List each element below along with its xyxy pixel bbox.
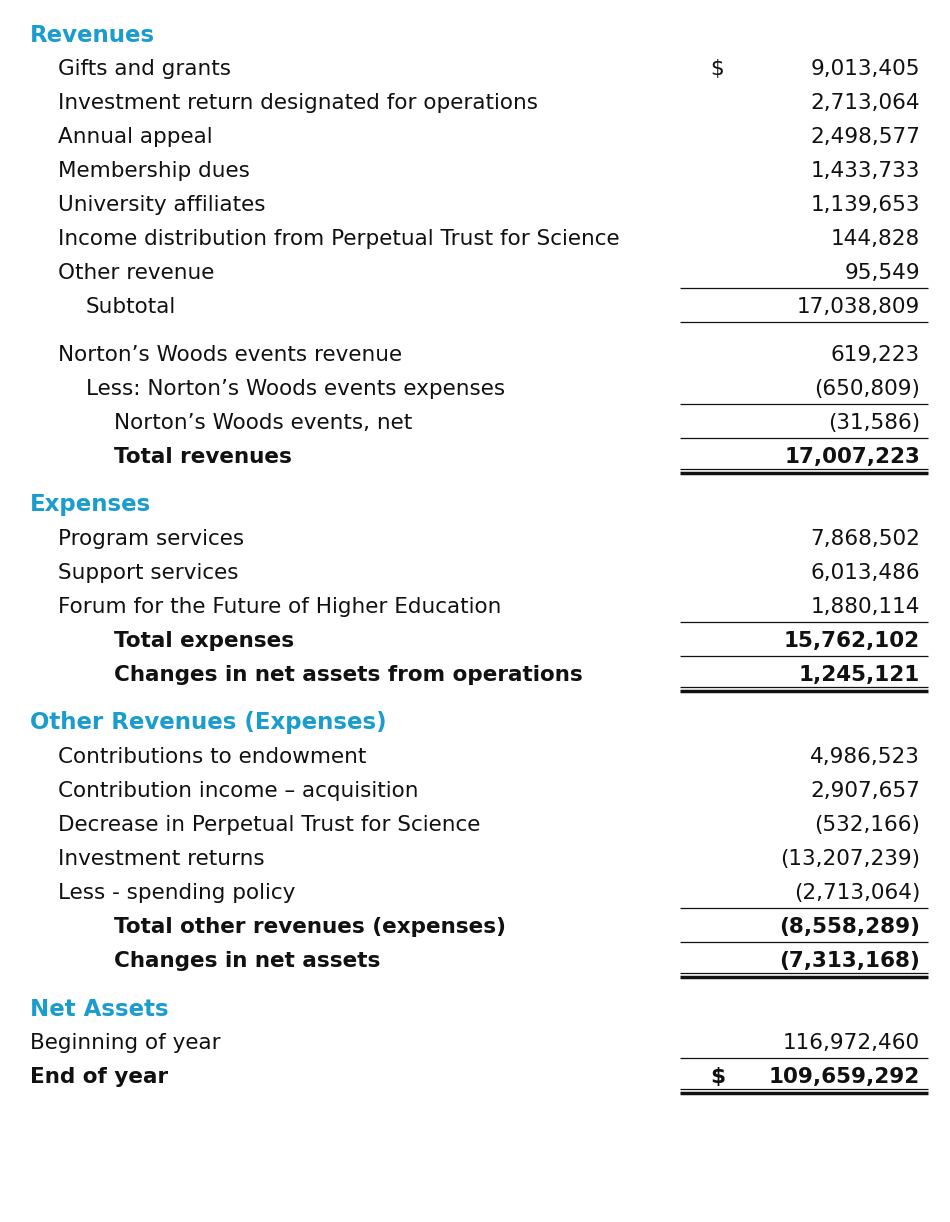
Text: Forum for the Future of Higher Education: Forum for the Future of Higher Education xyxy=(58,598,502,617)
Text: 619,223: 619,223 xyxy=(831,345,920,365)
Text: Income distribution from Perpetual Trust for Science: Income distribution from Perpetual Trust… xyxy=(58,229,619,249)
Text: (650,809): (650,809) xyxy=(814,379,920,400)
Text: Less - spending policy: Less - spending policy xyxy=(58,884,295,903)
Text: Changes in net assets: Changes in net assets xyxy=(114,951,380,971)
Text: Revenues: Revenues xyxy=(30,23,155,46)
Text: 15,762,102: 15,762,102 xyxy=(784,631,920,651)
Text: $: $ xyxy=(710,59,724,79)
Text: Norton’s Woods events, net: Norton’s Woods events, net xyxy=(114,413,412,433)
Text: 1,245,121: 1,245,121 xyxy=(799,665,920,686)
Text: Total expenses: Total expenses xyxy=(114,631,294,651)
Text: 116,972,460: 116,972,460 xyxy=(783,1033,920,1053)
Text: (2,713,064): (2,713,064) xyxy=(793,884,920,903)
Text: Subtotal: Subtotal xyxy=(86,297,177,316)
Text: 1,880,114: 1,880,114 xyxy=(810,598,920,617)
Text: 17,038,809: 17,038,809 xyxy=(797,297,920,316)
Text: End of year: End of year xyxy=(30,1067,168,1088)
Text: Net Assets: Net Assets xyxy=(30,997,169,1020)
Text: Expenses: Expenses xyxy=(30,494,151,517)
Text: 1,433,733: 1,433,733 xyxy=(810,161,920,181)
Text: Contribution income – acquisition: Contribution income – acquisition xyxy=(58,781,419,800)
Text: Less: Norton’s Woods events expenses: Less: Norton’s Woods events expenses xyxy=(86,379,505,400)
Text: Investment return designated for operations: Investment return designated for operati… xyxy=(58,93,538,112)
Text: Other Revenues (Expenses): Other Revenues (Expenses) xyxy=(30,711,387,734)
Text: Membership dues: Membership dues xyxy=(58,161,250,181)
Text: 109,659,292: 109,659,292 xyxy=(769,1067,920,1088)
Text: 95,549: 95,549 xyxy=(845,263,920,284)
Text: 2,907,657: 2,907,657 xyxy=(810,781,920,800)
Text: Contributions to endowment: Contributions to endowment xyxy=(58,747,367,767)
Text: 2,498,577: 2,498,577 xyxy=(810,127,920,147)
Text: 4,986,523: 4,986,523 xyxy=(810,747,920,767)
Text: Support services: Support services xyxy=(58,563,238,583)
Text: Annual appeal: Annual appeal xyxy=(58,127,213,147)
Text: Program services: Program services xyxy=(58,529,244,549)
Text: Norton’s Woods events revenue: Norton’s Woods events revenue xyxy=(58,345,402,365)
Text: Beginning of year: Beginning of year xyxy=(30,1033,220,1053)
Text: $: $ xyxy=(710,1067,725,1088)
Text: (13,207,239): (13,207,239) xyxy=(780,849,920,869)
Text: University affiliates: University affiliates xyxy=(58,196,265,215)
Text: (8,558,289): (8,558,289) xyxy=(779,916,920,937)
Text: (532,166): (532,166) xyxy=(814,815,920,835)
Text: 7,868,502: 7,868,502 xyxy=(810,529,920,549)
Text: Gifts and grants: Gifts and grants xyxy=(58,59,231,79)
Text: (31,586): (31,586) xyxy=(827,413,920,433)
Text: 144,828: 144,828 xyxy=(830,229,920,249)
Text: Decrease in Perpetual Trust for Science: Decrease in Perpetual Trust for Science xyxy=(58,815,481,835)
Text: 2,713,064: 2,713,064 xyxy=(810,93,920,112)
Text: Total other revenues (expenses): Total other revenues (expenses) xyxy=(114,916,506,937)
Text: 6,013,486: 6,013,486 xyxy=(810,563,920,583)
Text: 17,007,223: 17,007,223 xyxy=(784,447,920,467)
Text: (7,313,168): (7,313,168) xyxy=(779,951,920,971)
Text: Changes in net assets from operations: Changes in net assets from operations xyxy=(114,665,582,686)
Text: Total revenues: Total revenues xyxy=(114,447,292,467)
Text: 9,013,405: 9,013,405 xyxy=(810,59,920,79)
Text: Other revenue: Other revenue xyxy=(58,263,215,284)
Text: Investment returns: Investment returns xyxy=(58,849,265,869)
Text: 1,139,653: 1,139,653 xyxy=(810,196,920,215)
